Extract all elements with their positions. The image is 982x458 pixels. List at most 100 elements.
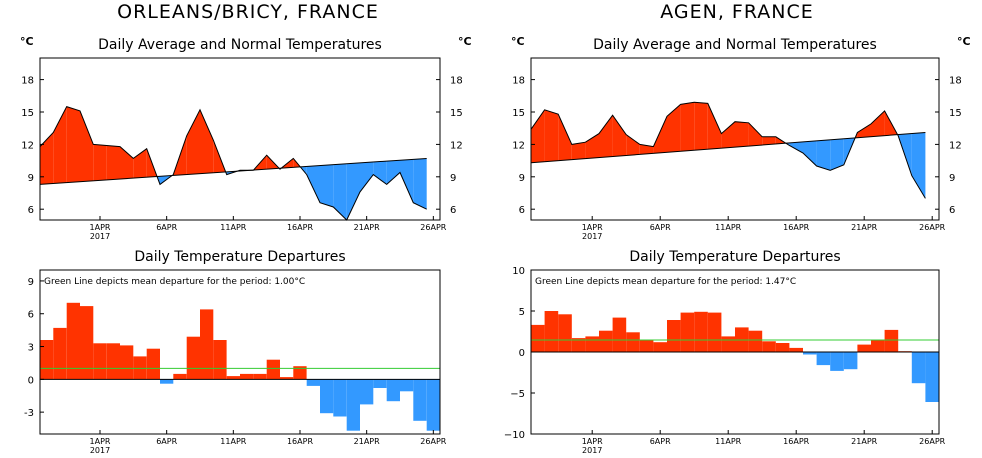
x-tick-label: 11APR [715, 223, 741, 232]
x-tick-label: 11APR [220, 437, 246, 446]
departure-bar-positive [226, 376, 240, 380]
year-label: 2017 [90, 232, 110, 241]
y-tick-label-left: 5 [519, 307, 525, 318]
above-normal-area [694, 102, 708, 151]
y-tick-label-right: 9 [949, 173, 955, 184]
departure-bar-positive [93, 343, 107, 380]
departure-bar-positive [789, 347, 803, 352]
y-tick-label-left: 9 [519, 173, 525, 184]
x-tick-label: 21APR [354, 223, 380, 232]
y-tick-label-left: 0 [28, 375, 34, 386]
above-normal-area [585, 133, 599, 159]
x-tick-label: 26APR [420, 223, 446, 232]
departure-bar-positive [266, 359, 280, 380]
x-tick-label: 21APR [354, 437, 380, 446]
departure-bar-negative [925, 352, 939, 402]
y-tick-label-right: 15 [450, 108, 463, 119]
agen-temps: Daily Average and Normal Temperatures °C °… [511, 35, 971, 241]
departure-bar-negative [911, 352, 926, 384]
departure-bar-negative [803, 352, 817, 355]
below-normal-area [789, 141, 803, 153]
above-normal-area [531, 109, 545, 163]
panel-title: Daily Average and Normal Temperatures [98, 37, 382, 53]
departure-bar-positive [871, 340, 885, 352]
above-normal-area [667, 104, 681, 153]
unit-label-left: °C [511, 35, 525, 48]
x-tick-label: 26APR [420, 437, 446, 446]
x-tick-label: 16APR [783, 223, 809, 232]
above-normal-area [735, 121, 749, 148]
orleans-departures: Daily Temperature Departures Green Line d… [24, 249, 447, 455]
departure-bar-positive [173, 373, 187, 380]
x-tick-label: 1APR [90, 437, 111, 446]
above-normal-area [721, 121, 735, 149]
above-normal-area [40, 132, 54, 185]
x-tick-label: 6APR [156, 437, 177, 446]
x-tick-label: 1APR [90, 223, 111, 232]
x-tick-label: 6APR [650, 223, 671, 232]
year-label: 2017 [582, 232, 602, 241]
y-tick-label-left: 10 [512, 266, 525, 277]
departure-bar-positive [680, 312, 695, 352]
departure-bar-positive [707, 312, 722, 352]
departure-bar-negative [400, 379, 414, 392]
above-normal-area [80, 110, 94, 182]
departure-bar-negative [816, 352, 831, 366]
y-tick-label-left: 6 [519, 205, 525, 216]
above-normal-area [762, 136, 776, 145]
departure-bar-negative [160, 379, 174, 384]
departure-bar-positive [721, 336, 735, 352]
departure-bar-positive [40, 340, 54, 380]
departure-bar-positive [653, 342, 667, 352]
departure-bar-positive [639, 339, 654, 352]
mean-departure-note: Green Line depicts mean departure for th… [535, 277, 796, 287]
below-normal-area [333, 163, 347, 220]
agen-departures: Daily Temperature Departures Green Line d… [504, 249, 946, 455]
departure-bar-positive [585, 336, 599, 352]
plot-frame [39, 57, 441, 221]
y-tick-label-left: 18 [21, 76, 34, 87]
departure-bar-positive [775, 343, 790, 352]
departure-bar-positive [762, 341, 776, 352]
y-tick-label-left: −5 [510, 389, 525, 400]
unit-label-right: °C [957, 35, 971, 48]
above-normal-area [558, 114, 572, 161]
x-tick-label: 6APR [650, 437, 671, 446]
year-label: 2017 [90, 446, 110, 455]
unit-label-right: °C [458, 35, 472, 48]
station-title-agen: AGEN, FRANCE [660, 1, 814, 23]
below-normal-area [386, 160, 400, 185]
departure-bar-positive [80, 306, 94, 380]
departure-bar-positive [884, 329, 899, 352]
x-tick-label: 1APR [582, 223, 603, 232]
y-tick-label-left: 9 [28, 173, 34, 184]
departure-bar-negative [426, 379, 440, 431]
y-tick-label-left: 6 [28, 205, 34, 216]
above-normal-area [857, 123, 871, 138]
above-normal-area [599, 115, 613, 158]
departure-bar-negative [373, 379, 387, 388]
orleans-temps: Daily Average and Normal Temperatures °C °… [20, 35, 472, 241]
y-tick-label-right: 6 [949, 205, 955, 216]
above-normal-area [748, 122, 763, 147]
departure-bar-positive [612, 317, 627, 352]
departure-bar-negative [843, 352, 858, 370]
departure-bar-positive [531, 324, 545, 352]
below-normal-area [306, 165, 320, 203]
y-tick-label-left: −10 [504, 430, 525, 441]
y-tick-label-left: 18 [512, 76, 525, 87]
departure-bar-positive [571, 338, 586, 352]
y-tick-label-right: 6 [450, 205, 456, 216]
departure-bar-positive [120, 345, 134, 380]
departure-bar-negative [346, 379, 360, 431]
below-normal-area [911, 132, 926, 199]
below-normal-area [320, 164, 334, 207]
below-normal-area [803, 140, 817, 166]
x-tick-label: 16APR [287, 437, 313, 446]
departure-bar-negative [333, 379, 347, 417]
x-tick-label: 21APR [851, 437, 877, 446]
departure-bar-positive [213, 340, 227, 380]
y-tick-label-right: 9 [450, 173, 456, 184]
departure-bar-positive [626, 332, 640, 352]
